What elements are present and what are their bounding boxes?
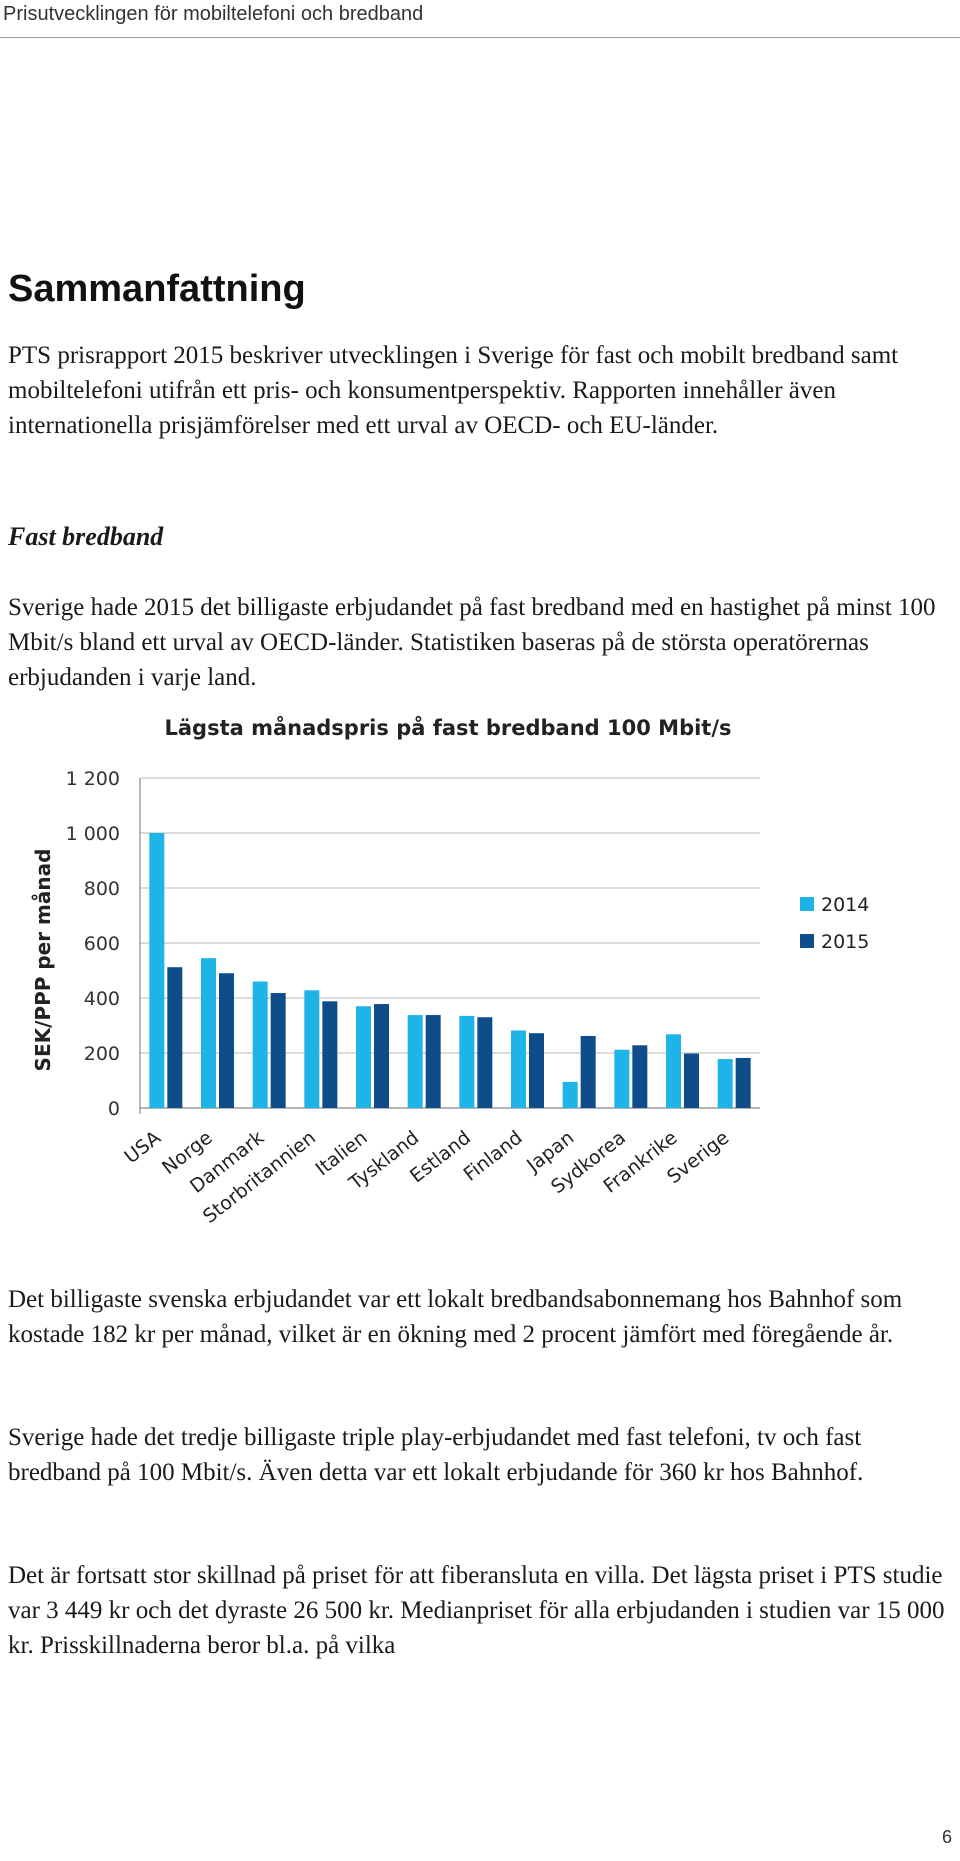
chart-x-ticks: USANorgeDanmarkStorbritannienItalienTysk…: [120, 1127, 733, 1228]
running-header-title: Prisutvecklingen för mobiltelefoni och b…: [3, 3, 424, 25]
subsection-title: Fast bredband: [8, 522, 164, 551]
bar-sverige-2014: [717, 1059, 733, 1108]
bar-japan-2014: [562, 1081, 578, 1108]
chart-legend: 2014 2015: [800, 894, 869, 953]
bar-sydkorea-2015: [632, 1045, 648, 1108]
x-tick-label-finland: Finland: [460, 1127, 527, 1186]
running-header: Prisutvecklingen för mobiltelefoni och b…: [0, 0, 960, 38]
body-paragraph-2: Sverige hade det tredje billigaste tripl…: [8, 1424, 864, 1486]
bar-usa-2014: [149, 833, 165, 1108]
legend-swatch-2015: [800, 934, 814, 948]
bar-finland-2015: [529, 1033, 544, 1108]
y-tick-label: 1 200: [66, 768, 120, 790]
legend-swatch-2014: [800, 897, 814, 911]
legend-label-2014: 2014: [821, 894, 869, 916]
chart-bars: [149, 833, 751, 1108]
bar-sverige-2015: [735, 1057, 751, 1108]
y-tick-label: 800: [84, 878, 120, 900]
y-tick-label: 600: [84, 933, 120, 955]
bar-italien-2015: [374, 1004, 389, 1108]
bar-usa-2015: [167, 967, 183, 1108]
bar-storbritannien-2014: [304, 990, 320, 1108]
bar-frankrike-2014: [666, 1034, 681, 1108]
intro-paragraph: PTS prisrapport 2015 beskriver utvecklin…: [8, 342, 899, 439]
bar-estland-2015: [477, 1017, 493, 1108]
bar-finland-2014: [511, 1030, 526, 1108]
bar-tyskland-2014: [407, 1015, 423, 1108]
chart-title: Lägsta månadspris på fast bredband 100 M…: [164, 715, 731, 740]
bar-storbritannien-2015: [322, 1001, 338, 1108]
bar-japan-2015: [580, 1035, 596, 1108]
bar-danmark-2014: [252, 981, 268, 1108]
subsection-paragraph: Sverige hade 2015 det billigaste erbjuda…: [8, 594, 936, 691]
bar-norge-2014: [201, 958, 216, 1108]
section-title: Sammanfattning: [8, 268, 306, 310]
chart-gridlines: [139, 777, 760, 1114]
chart-y-ticks: 0 200 400 600 800 1 000 1 200: [66, 768, 120, 1120]
y-tick-label: 0: [108, 1098, 120, 1120]
body-paragraph-1: Det billigaste svenska erbjudandet var e…: [8, 1286, 903, 1348]
y-tick-label: 1 000: [66, 823, 120, 845]
bar-danmark-2015: [270, 993, 286, 1108]
bar-norge-2015: [219, 973, 234, 1108]
page-number: 6: [941, 1827, 952, 1847]
bar-sydkorea-2014: [614, 1049, 630, 1108]
bar-estland-2014: [459, 1015, 475, 1108]
price-bar-chart: 0 200 400 600 800 1 000 1 200 USANorgeDanmarkS…: [31, 715, 869, 1228]
chart-y-axis-label: SEK/PPP per månad: [31, 849, 55, 1072]
bar-italien-2014: [356, 1006, 371, 1108]
bar-tyskland-2015: [425, 1015, 441, 1108]
bar-frankrike-2015: [684, 1053, 699, 1108]
legend-label-2015: 2015: [821, 931, 869, 953]
y-tick-label: 200: [84, 1043, 120, 1065]
y-tick-label: 400: [84, 988, 120, 1010]
body-paragraph-3: Det är fortsatt stor skillnad på priset …: [8, 1562, 945, 1659]
